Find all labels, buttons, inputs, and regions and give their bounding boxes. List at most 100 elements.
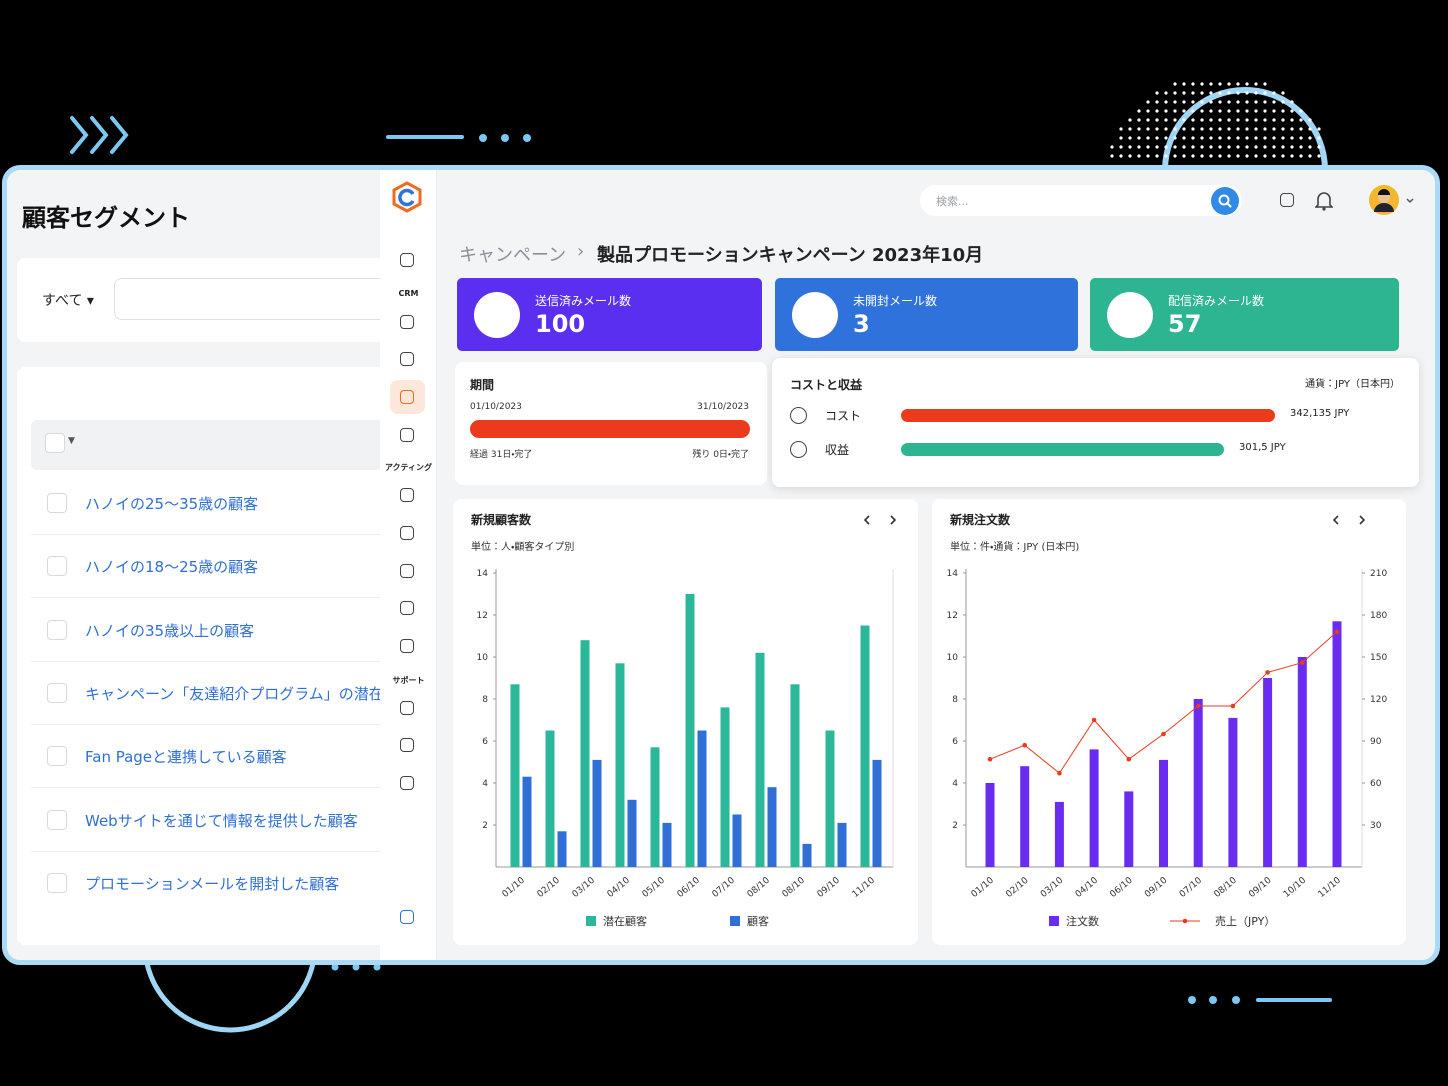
- avatar[interactable]: [1368, 184, 1418, 216]
- separator: [31, 787, 380, 789]
- point: [1022, 742, 1027, 748]
- y-tick-label: 8: [482, 695, 488, 705]
- bar: [1297, 657, 1307, 867]
- legend-swatch: [586, 916, 596, 926]
- x-tick-label: 11/10: [851, 875, 878, 900]
- stat-label: 配信済みメール数: [1168, 294, 1265, 308]
- y-tick-label: 2: [952, 821, 958, 831]
- select-all[interactable]: [45, 433, 65, 453]
- search-box[interactable]: [920, 185, 1242, 216]
- search-icon: [1218, 194, 1232, 208]
- bar: [837, 822, 847, 867]
- x-tick-label: 03/10: [1039, 875, 1066, 900]
- next-button[interactable]: [890, 515, 897, 525]
- x-tick-label: 04/10: [606, 875, 633, 900]
- nav-icon[interactable]: [400, 776, 414, 790]
- separator: [31, 597, 380, 599]
- x-tick-label: 11/10: [1317, 875, 1344, 900]
- nav-icon[interactable]: [400, 639, 414, 653]
- nav-icon[interactable]: [400, 352, 414, 366]
- nav-icon[interactable]: [400, 738, 414, 752]
- y-tick-label: 14: [947, 569, 959, 579]
- nav-icon[interactable]: [400, 390, 414, 404]
- row-checkbox[interactable]: [47, 556, 67, 577]
- stat-icon: [474, 292, 520, 338]
- bar: [592, 759, 602, 867]
- segment-item[interactable]: ハノイの25〜35歳の顧客: [85, 495, 259, 513]
- point: [1300, 660, 1305, 665]
- x-tick-label: 10/10: [1282, 875, 1309, 900]
- nav-icon[interactable]: [400, 488, 414, 502]
- chart-title: 新規注文数: [949, 512, 1011, 527]
- stat-icon: [1107, 292, 1153, 338]
- legend-dot: [1182, 918, 1188, 924]
- next-button[interactable]: [1359, 515, 1366, 525]
- nav-icon[interactable]: [400, 701, 414, 715]
- segment-item[interactable]: キャンペーン「友達紹介プログラム」の潜在顧客: [85, 684, 414, 703]
- bar: [1332, 621, 1342, 867]
- breadcrumb-parent[interactable]: キャンペーン: [459, 245, 567, 266]
- filter-dropdown[interactable]: すべて ▾: [42, 293, 94, 309]
- list-header: [31, 420, 380, 470]
- bell-icon[interactable]: [1315, 191, 1333, 211]
- x-tick-label: 07/10: [1178, 875, 1205, 900]
- stat-value: 57: [1168, 310, 1202, 338]
- bar: [767, 787, 777, 867]
- y-tick-label: 10: [947, 653, 959, 663]
- row-checkbox[interactable]: [47, 619, 67, 640]
- active-bg: [390, 380, 425, 414]
- point: [1334, 629, 1340, 635]
- row-checkbox[interactable]: [47, 809, 67, 830]
- segment-item[interactable]: プロモーションメールを開封した顧客: [85, 874, 340, 893]
- bar: [1193, 699, 1203, 867]
- x-tick-label: 03/10: [571, 875, 598, 900]
- bar: [825, 730, 835, 867]
- row-value: 301,5 JPY: [1239, 442, 1286, 453]
- bar: [872, 759, 882, 867]
- segment-item[interactable]: Webサイトを通じて情報を提供した顧客: [85, 811, 358, 830]
- row-checkbox[interactable]: [47, 682, 67, 703]
- nav-icon[interactable]: [400, 428, 414, 442]
- filter-label: すべて: [42, 293, 83, 309]
- bar: [557, 831, 567, 867]
- point: [1265, 670, 1270, 675]
- y2-tick-label: 150: [1370, 653, 1387, 663]
- filter-input[interactable]: [114, 278, 384, 320]
- tasks-icon[interactable]: [1280, 193, 1294, 207]
- row-checkbox[interactable]: [47, 872, 67, 893]
- period-end: 31/10/2023: [697, 402, 749, 412]
- x-tick-label: 08/10: [781, 875, 808, 900]
- row-icon: [790, 441, 807, 458]
- y-tick-label: 2: [482, 821, 488, 831]
- bar: [1228, 717, 1238, 867]
- sidebar: [380, 170, 437, 960]
- prev-button[interactable]: [863, 515, 870, 525]
- nav-icon[interactable]: [400, 564, 414, 578]
- bar: [1263, 678, 1273, 867]
- chevrons: [70, 116, 129, 154]
- search-button[interactable]: [1211, 187, 1239, 215]
- chart-subtitle: 単位：人・顧客タイプ別: [471, 540, 574, 553]
- segment-item[interactable]: Fan Pageと連携している顧客: [85, 748, 287, 767]
- point: [1161, 731, 1166, 737]
- segment-item[interactable]: ハノイの35歳以上の顧客: [85, 621, 255, 640]
- prev-button[interactable]: [1332, 515, 1339, 525]
- nav-icon[interactable]: [400, 315, 414, 329]
- logo: [392, 181, 422, 213]
- nav-icon[interactable]: [400, 526, 414, 540]
- bar: [985, 783, 995, 867]
- row-checkbox[interactable]: [47, 493, 67, 513]
- x-tick-label: 06/10: [676, 875, 703, 900]
- row-icon: [790, 407, 807, 424]
- segment-item[interactable]: ハノイの18〜25歳の顧客: [85, 558, 259, 577]
- expand-icon[interactable]: [400, 910, 414, 924]
- nav-icon[interactable]: [400, 601, 414, 615]
- bar: [522, 776, 532, 867]
- legend-swatch: [1049, 916, 1059, 926]
- nav-icon[interactable]: [400, 253, 414, 267]
- separator: [31, 723, 380, 725]
- x-tick-label: 06/10: [1108, 875, 1135, 900]
- row-checkbox[interactable]: [47, 746, 67, 767]
